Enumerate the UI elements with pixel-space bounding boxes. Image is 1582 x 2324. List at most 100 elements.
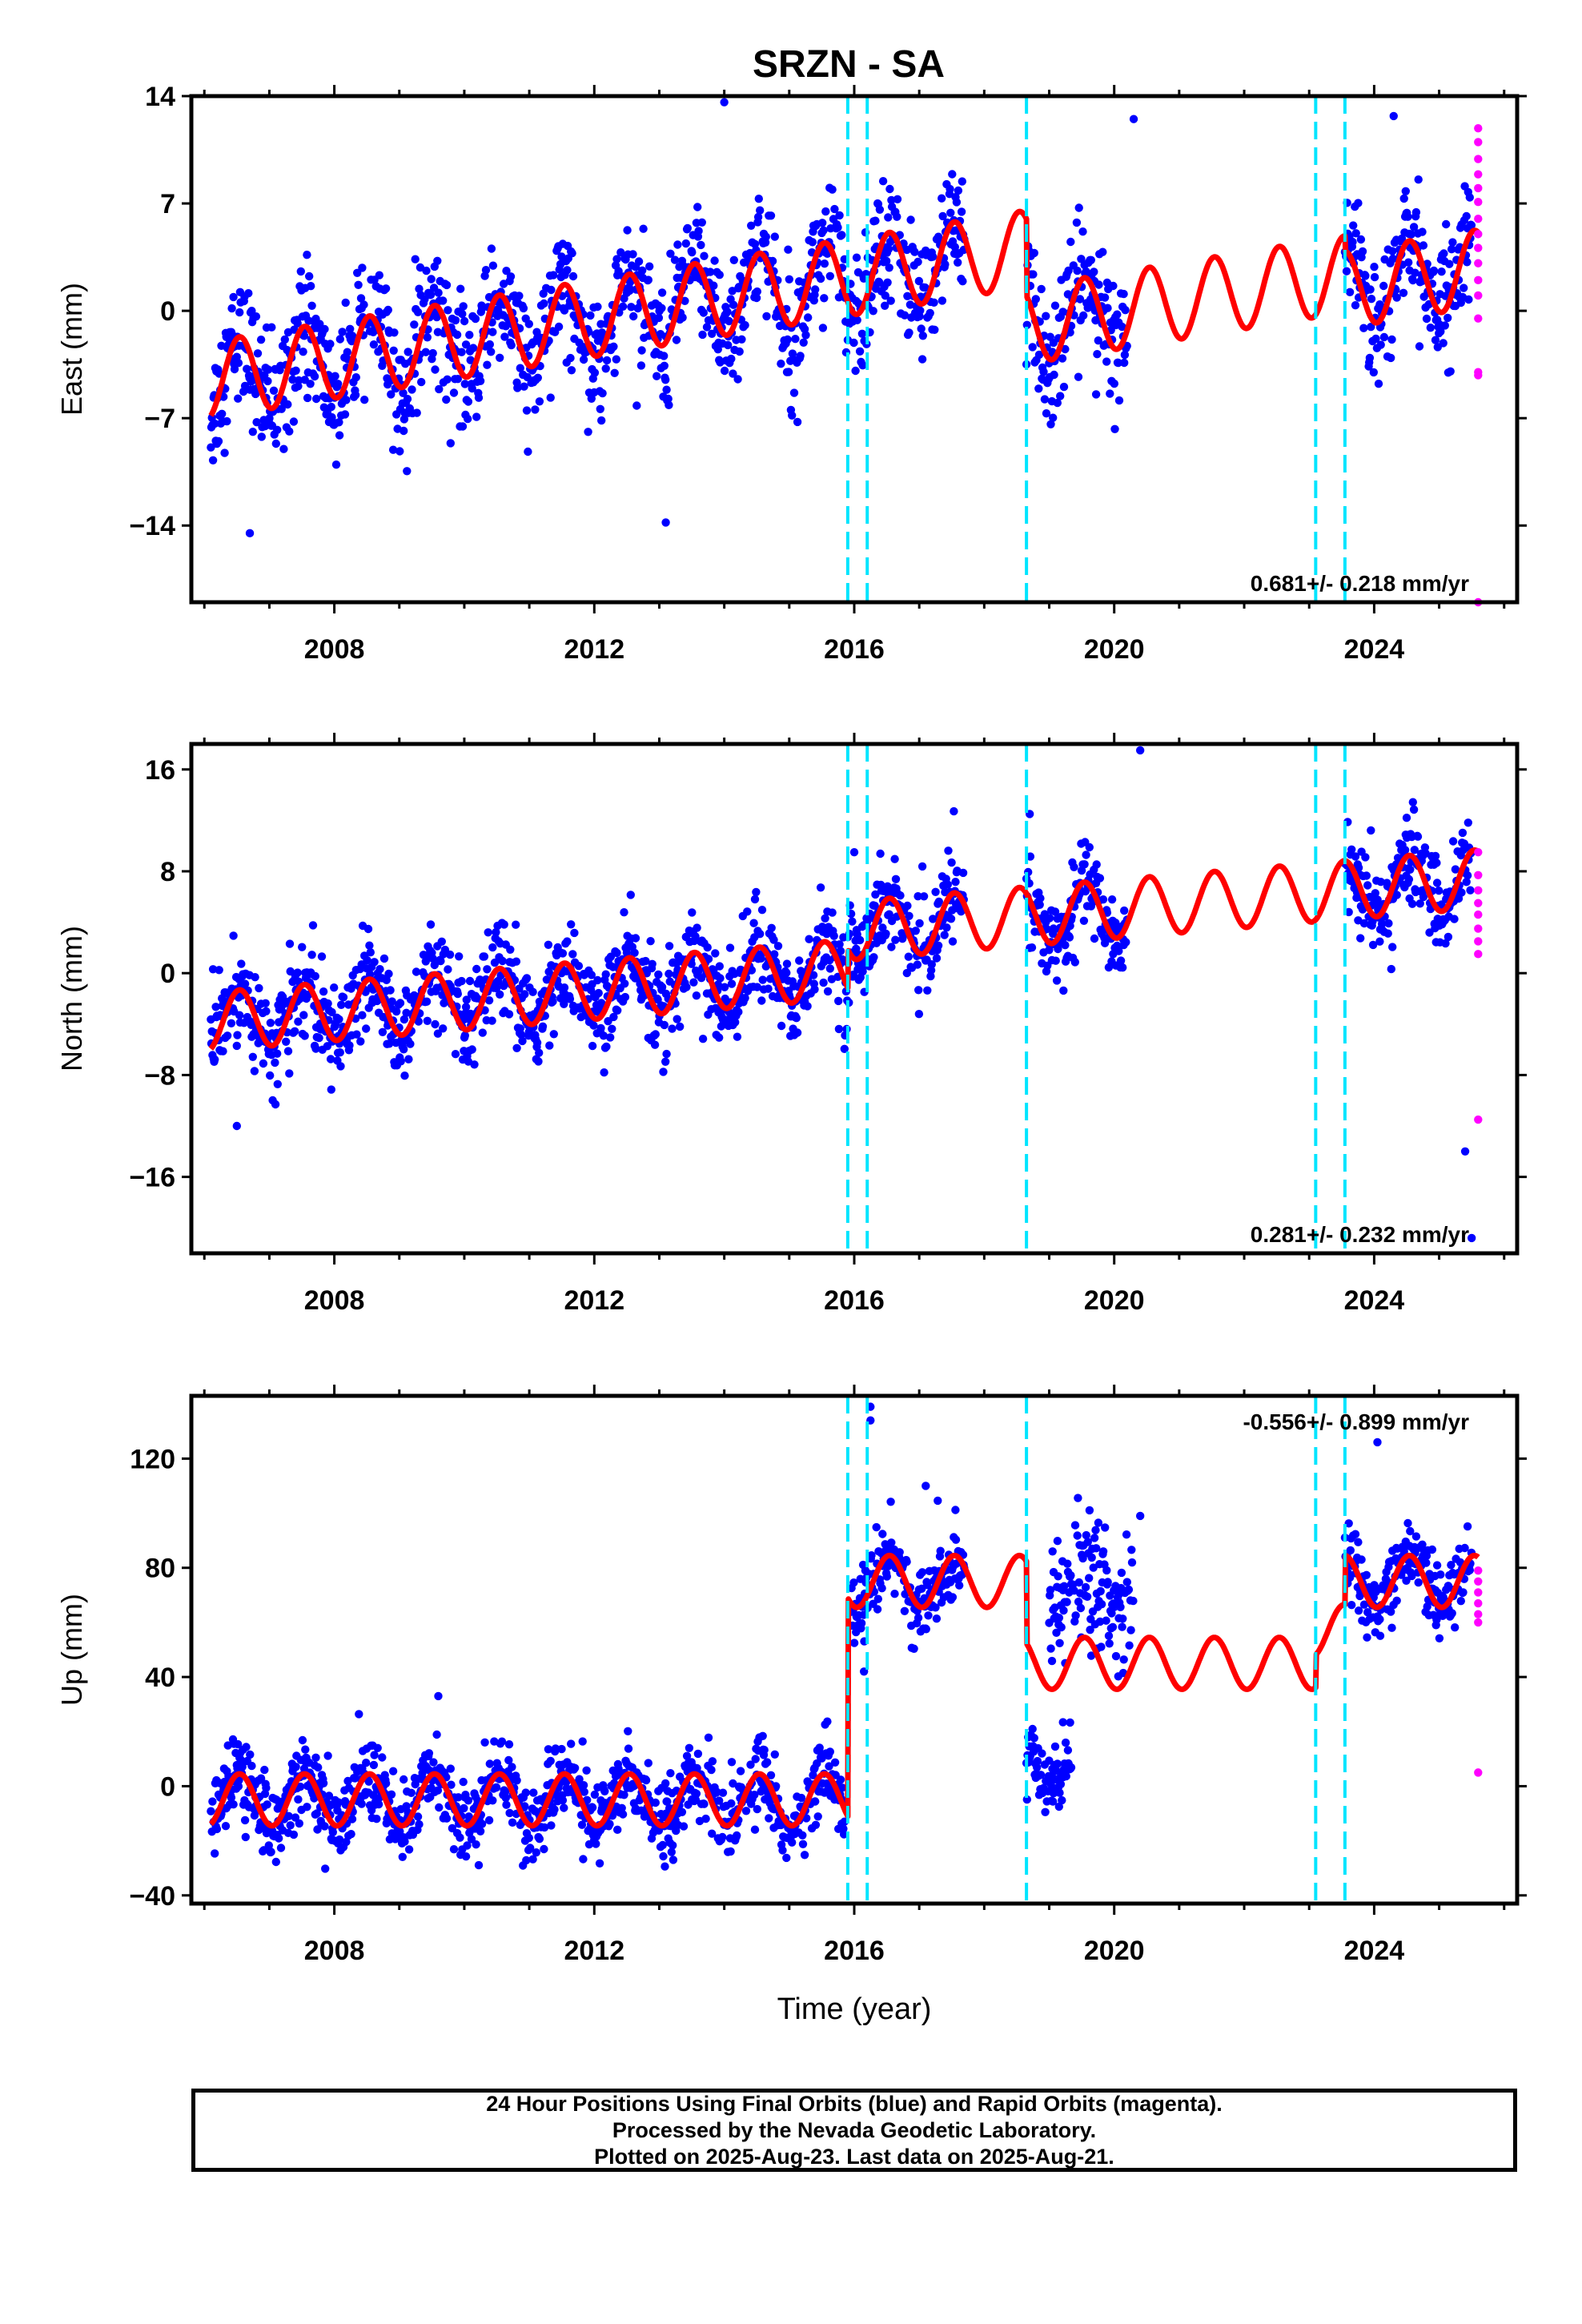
final-orbit-point <box>1079 311 1088 320</box>
final-orbit-point <box>1107 895 1117 904</box>
final-orbit-point <box>460 380 469 388</box>
final-orbit-point <box>1429 266 1439 275</box>
final-orbit-point <box>233 1031 242 1039</box>
final-orbit-point <box>434 288 443 297</box>
final-orbit-point <box>444 965 452 974</box>
final-orbit-point <box>437 937 446 947</box>
final-orbit-point <box>335 1015 343 1024</box>
final-orbit-point <box>303 1803 311 1811</box>
x-tick-label: 2008 <box>304 1936 365 1966</box>
outlier-point <box>245 529 255 538</box>
final-orbit-point <box>869 307 877 316</box>
final-orbit-point <box>612 255 621 263</box>
final-orbit-point <box>320 1822 329 1831</box>
rapid-orbit-point <box>1474 170 1483 179</box>
final-orbit-point <box>1465 193 1475 202</box>
y-tick-label: 120 <box>130 1444 175 1474</box>
final-orbit-point <box>1463 258 1472 267</box>
final-orbit-point <box>829 931 838 940</box>
final-orbit-point <box>460 1803 468 1813</box>
final-orbit-point <box>736 1767 745 1775</box>
final-orbit-point <box>753 212 763 222</box>
final-orbit-point <box>630 948 639 958</box>
final-orbit-point <box>1058 1718 1067 1727</box>
final-orbit-point <box>1029 270 1038 279</box>
final-orbit-point <box>754 195 763 203</box>
final-orbit-point <box>1093 350 1102 359</box>
final-orbit-point <box>544 940 553 950</box>
final-orbit-point <box>1119 289 1128 299</box>
x-tick-label: 2020 <box>1084 634 1145 665</box>
final-orbit-point <box>546 1756 555 1766</box>
final-orbit-point <box>306 380 315 388</box>
final-orbit-point <box>386 986 395 995</box>
final-orbit-point <box>1058 1795 1066 1805</box>
final-orbit-point <box>470 1060 479 1069</box>
final-orbit-point <box>691 932 700 941</box>
final-orbit-point <box>608 1024 616 1034</box>
final-orbit-point <box>227 1019 236 1028</box>
final-orbit-point <box>582 1766 591 1775</box>
rapid-orbit-point <box>1474 886 1483 895</box>
final-orbit-point <box>426 291 436 300</box>
final-orbit-point <box>913 892 922 901</box>
final-orbit-point <box>817 219 827 227</box>
y-tick-label: 16 <box>145 755 175 786</box>
final-orbit-point <box>375 271 383 279</box>
final-orbit-point <box>260 1765 269 1775</box>
final-orbit-point <box>335 431 344 440</box>
final-orbit-point <box>303 393 312 403</box>
final-orbit-point <box>298 943 307 951</box>
final-orbit-point <box>1432 879 1442 887</box>
final-orbit-point <box>610 368 619 377</box>
final-orbit-point <box>1070 862 1078 872</box>
final-orbit-point <box>1443 313 1452 323</box>
final-orbit-point <box>665 942 674 951</box>
final-orbit-point <box>830 1758 840 1767</box>
y-tick-label: −8 <box>144 1060 175 1091</box>
final-orbit-point <box>799 338 808 347</box>
final-orbit-point <box>1347 1601 1356 1610</box>
final-orbit-point <box>792 1014 801 1023</box>
final-orbit-point <box>1118 963 1127 972</box>
y-tick-label: 14 <box>145 82 175 112</box>
final-orbit-point <box>557 1744 566 1754</box>
final-orbit-point <box>796 352 805 360</box>
final-orbit-point <box>657 983 667 991</box>
final-orbit-point <box>811 285 820 294</box>
final-orbit-point <box>1414 1578 1423 1587</box>
rapid-orbit-point <box>1474 197 1483 207</box>
final-orbit-point <box>512 1776 521 1785</box>
final-orbit-point <box>1082 1592 1092 1602</box>
final-orbit-point <box>1129 1596 1138 1606</box>
final-orbit-point <box>538 1022 548 1031</box>
final-orbit-point <box>584 428 592 436</box>
final-orbit-point <box>563 266 572 275</box>
final-orbit-point <box>609 1012 618 1022</box>
final-orbit-point <box>455 952 464 961</box>
final-orbit-point <box>883 278 892 287</box>
final-orbit-point <box>291 366 300 375</box>
final-orbit-point <box>805 935 813 943</box>
final-orbit-point <box>705 267 715 276</box>
x-axis-label: Time (year) <box>777 1992 932 2026</box>
final-orbit-point <box>767 923 776 933</box>
final-orbit-point <box>698 1035 708 1043</box>
outlier-point <box>1389 111 1398 121</box>
final-orbit-point <box>753 1804 761 1814</box>
final-orbit-point <box>417 377 426 387</box>
final-orbit-point <box>295 1819 303 1828</box>
final-orbit-point <box>234 359 243 368</box>
final-orbit-point <box>1041 1807 1050 1816</box>
final-orbit-point <box>1063 1746 1073 1755</box>
final-orbit-point <box>413 308 423 316</box>
final-orbit-point <box>1037 284 1046 294</box>
final-orbit-point <box>379 954 389 963</box>
final-orbit-point <box>1409 805 1419 814</box>
final-orbit-point <box>327 402 335 412</box>
final-orbit-point <box>214 436 223 446</box>
final-orbit-point <box>480 952 489 961</box>
final-orbit-point <box>616 248 625 257</box>
final-orbit-point <box>761 232 770 241</box>
final-orbit-point <box>487 348 496 356</box>
